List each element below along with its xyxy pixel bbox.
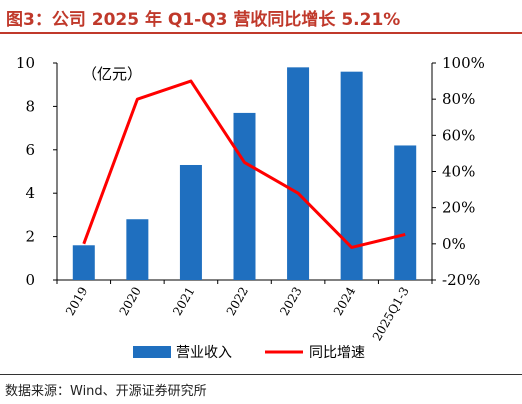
left-tick-label: 6 <box>25 141 35 159</box>
revenue-bar <box>287 67 310 280</box>
revenue-bar <box>394 145 417 280</box>
left-tick-label: 4 <box>25 184 35 202</box>
x-tick-label: 2023 <box>277 285 304 318</box>
bottom-rule <box>0 374 522 375</box>
x-tick-label: 2021 <box>170 285 197 318</box>
revenue-bar <box>179 164 202 280</box>
x-tick-label: 2025Q1-3 <box>370 285 412 344</box>
right-tick-label: 100% <box>442 54 485 72</box>
left-tick-label: 0 <box>25 271 35 289</box>
revenue-bar <box>126 219 149 280</box>
growth-line-group <box>82 79 406 249</box>
legend: 营业收入 同比增速 <box>133 345 365 361</box>
left-tick-label: 8 <box>25 97 35 115</box>
source-note: 数据来源：Wind、开源证券研究所 <box>5 384 207 399</box>
legend-revenue-swatch <box>133 346 171 358</box>
unit-label: （亿元） <box>82 65 142 83</box>
x-tick-label: 2019 <box>63 285 90 318</box>
legend-growth-label: 同比增速 <box>309 345 365 361</box>
bars-group <box>72 67 417 281</box>
growth-line <box>82 79 406 249</box>
revenue-bar <box>340 71 363 281</box>
right-tick-label: 20% <box>442 199 475 217</box>
revenue-bar <box>233 112 256 280</box>
x-tick-label: 2020 <box>117 285 144 318</box>
right-tick-label: 60% <box>442 126 475 144</box>
x-tick-label: 2024 <box>331 284 359 318</box>
legend-revenue-label: 营业收入 <box>176 345 232 361</box>
left-tick-label: 10 <box>16 54 35 72</box>
title-rule <box>0 32 522 34</box>
right-tick-label: 80% <box>442 90 475 108</box>
revenue-growth-chart: 0 2 4 6 8 10 -20% 0% 20% 40% 60% 80% 100% 2019 2020 202… <box>16 54 485 361</box>
left-tick-label: 2 <box>25 228 35 246</box>
x-tick-label: 2022 <box>224 285 251 318</box>
revenue-bar <box>72 245 95 280</box>
right-tick-label: -20% <box>442 271 480 289</box>
figure-title: 图3：公司 2025 年 Q1-Q3 营收同比增长 5.21% <box>6 10 401 30</box>
right-tick-label: 0% <box>442 235 466 253</box>
right-tick-label: 40% <box>442 163 475 181</box>
